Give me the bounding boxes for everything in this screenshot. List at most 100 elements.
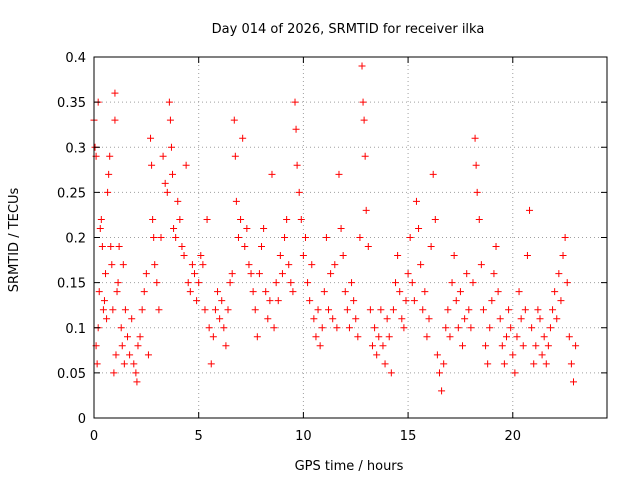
data-point <box>218 297 226 305</box>
x-axis-label: GPS time / hours <box>295 459 404 474</box>
data-point <box>138 306 146 314</box>
data-point <box>132 369 140 377</box>
data-point <box>551 288 559 296</box>
data-point <box>440 360 448 368</box>
data-point <box>182 161 190 169</box>
data-point <box>188 261 196 269</box>
data-point <box>555 270 563 278</box>
data-point <box>362 206 370 214</box>
data-point <box>471 134 479 142</box>
data-point <box>109 306 117 314</box>
data-point <box>230 116 238 124</box>
data-point <box>126 351 134 359</box>
data-point <box>209 333 217 341</box>
data-point <box>134 342 142 350</box>
y-tick-label: 0.15 <box>57 277 86 292</box>
data-point <box>178 243 186 251</box>
data-point <box>433 351 441 359</box>
data-point <box>148 161 156 169</box>
data-point <box>479 306 487 314</box>
data-point <box>536 315 544 323</box>
data-point <box>301 234 309 241</box>
data-point <box>118 342 126 350</box>
data-point <box>237 215 245 223</box>
data-point <box>239 134 247 142</box>
data-point <box>295 188 303 196</box>
data-point <box>542 360 550 368</box>
data-point <box>140 288 148 296</box>
data-point <box>272 279 280 287</box>
data-point <box>341 288 349 296</box>
data-point <box>161 179 169 187</box>
data-point <box>193 297 201 305</box>
data-point <box>402 297 410 305</box>
data-point <box>147 134 155 142</box>
data-point <box>513 333 521 341</box>
data-point <box>106 152 114 160</box>
data-point <box>364 243 372 251</box>
data-point <box>505 306 513 314</box>
data-point <box>276 252 284 260</box>
data-point <box>186 288 194 296</box>
data-point <box>454 324 462 332</box>
data-point <box>312 333 320 341</box>
data-point <box>114 279 122 287</box>
data-point <box>270 324 278 332</box>
data-point <box>98 243 106 251</box>
data-point <box>105 170 113 178</box>
data-point <box>93 360 101 368</box>
data-point <box>306 297 314 305</box>
data-point <box>144 351 152 359</box>
data-point <box>517 315 525 323</box>
y-tick-label: 0.2 <box>65 232 86 247</box>
data-point <box>157 234 165 241</box>
data-point <box>381 360 389 368</box>
data-point <box>159 152 167 160</box>
data-point <box>337 224 345 232</box>
data-point <box>297 215 305 223</box>
data-point <box>359 98 367 106</box>
data-point <box>389 306 397 314</box>
data-point <box>528 324 536 332</box>
data-point <box>97 215 105 223</box>
data-point <box>375 333 383 341</box>
data-point <box>538 351 546 359</box>
data-point <box>176 215 184 223</box>
data-point <box>243 224 251 232</box>
data-point <box>325 306 333 314</box>
data-point <box>197 252 205 260</box>
data-point <box>165 98 173 106</box>
data-point <box>214 288 222 296</box>
data-point <box>373 351 381 359</box>
data-point <box>469 279 477 287</box>
data-point <box>266 297 274 305</box>
data-point <box>314 306 322 314</box>
data-point <box>450 252 458 260</box>
data-point <box>530 360 538 368</box>
data-point <box>400 324 408 332</box>
data-point <box>258 243 266 251</box>
data-point <box>406 234 414 241</box>
data-point <box>412 197 420 205</box>
y-tick-label: 0.25 <box>57 186 86 201</box>
data-point <box>150 234 158 241</box>
data-point <box>136 333 144 341</box>
data-point <box>163 188 171 196</box>
data-point <box>120 360 128 368</box>
data-point <box>553 315 561 323</box>
data-point <box>166 116 174 124</box>
data-point <box>379 342 387 350</box>
data-point <box>339 252 347 260</box>
y-tick-label: 0.3 <box>65 141 86 156</box>
data-point <box>251 306 259 314</box>
y-tick-label: 0.35 <box>57 96 86 111</box>
data-point <box>155 306 163 314</box>
data-point <box>410 297 418 305</box>
data-point <box>526 206 534 214</box>
data-point <box>304 279 312 287</box>
y-tick-label: 0 <box>78 412 86 427</box>
y-tick-label: 0.1 <box>65 322 86 337</box>
data-point <box>274 297 282 305</box>
chart-title: Day 014 of 2026, SRMTID for receiver ilk… <box>212 22 485 37</box>
data-point <box>318 324 326 332</box>
